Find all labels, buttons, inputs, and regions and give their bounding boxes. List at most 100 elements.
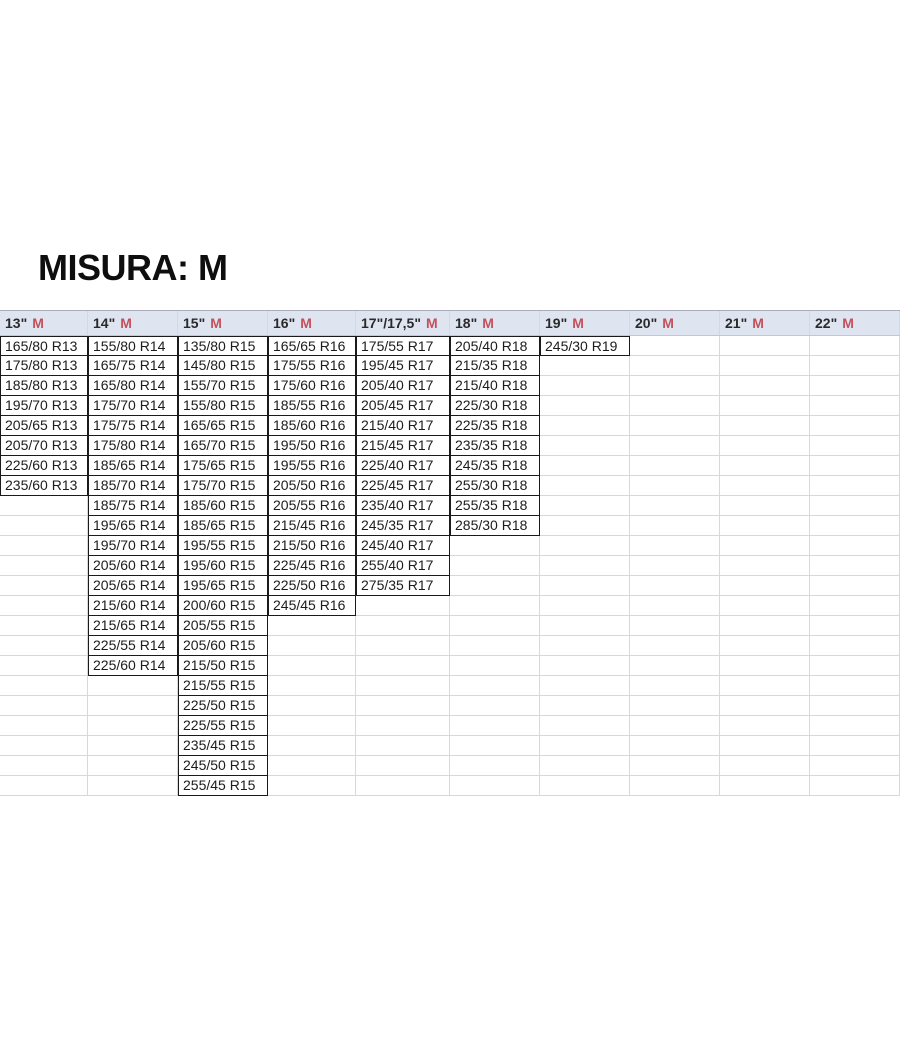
tire-size-table: 13" M 14" M 15" M 16" M 17"/17,5" M 18" M 19" M 20" M 21… — [0, 310, 900, 796]
empty-cell — [540, 616, 630, 636]
tire-size-cell: 225/55 R15 — [178, 716, 268, 736]
empty-cell — [450, 716, 540, 736]
empty-cell — [630, 556, 720, 576]
empty-cell — [810, 616, 900, 636]
tire-size-cell: 185/65 R15 — [178, 516, 268, 536]
tire-size-cell: 215/50 R16 — [268, 536, 356, 556]
tire-size-cell: 205/65 R13 — [0, 416, 88, 436]
tire-size-cell: 175/70 R14 — [88, 396, 178, 416]
empty-cell — [810, 636, 900, 656]
tire-size-cell: 165/80 R13 — [0, 336, 88, 356]
empty-cell — [720, 676, 810, 696]
empty-cell — [720, 496, 810, 516]
tire-size-cell: 205/55 R16 — [268, 496, 356, 516]
empty-cell — [630, 536, 720, 556]
tire-size-cell: 145/80 R15 — [178, 356, 268, 376]
empty-cell — [356, 676, 450, 696]
tire-size-cell: 225/40 R17 — [356, 456, 450, 476]
empty-cell — [356, 636, 450, 656]
tire-size-cell: 155/70 R15 — [178, 376, 268, 396]
empty-cell — [720, 656, 810, 676]
tire-size-cell: 185/60 R15 — [178, 496, 268, 516]
tire-size-cell: 175/55 R16 — [268, 356, 356, 376]
empty-cell — [630, 716, 720, 736]
header-size-label: 19" — [545, 315, 568, 331]
header-size-label: 18" — [455, 315, 478, 331]
column-header: 19" M — [540, 311, 630, 335]
empty-cell — [720, 536, 810, 556]
empty-cell — [810, 396, 900, 416]
empty-cell — [356, 776, 450, 796]
tire-size-cell: 215/35 R18 — [450, 356, 540, 376]
table-column: 165/65 R16 175/55 R16 175/60 R16 185/55 R16… — [268, 336, 356, 796]
empty-cell — [540, 756, 630, 776]
column-header: 21" M — [720, 311, 810, 335]
empty-cell — [630, 336, 720, 356]
empty-cell — [810, 736, 900, 756]
empty-cell — [810, 456, 900, 476]
empty-cell — [720, 416, 810, 436]
empty-cell — [450, 756, 540, 776]
tire-size-cell: 175/75 R14 — [88, 416, 178, 436]
header-marker-label: M — [482, 315, 494, 331]
empty-cell — [720, 736, 810, 756]
header-size-label: 20" — [635, 315, 658, 331]
empty-cell — [810, 436, 900, 456]
empty-cell — [540, 456, 630, 476]
empty-cell — [630, 676, 720, 696]
tire-size-cell: 215/55 R15 — [178, 676, 268, 696]
empty-cell — [0, 616, 88, 636]
empty-cell — [720, 396, 810, 416]
tire-size-cell: 155/80 R15 — [178, 396, 268, 416]
tire-size-cell: 225/55 R14 — [88, 636, 178, 656]
empty-cell — [450, 776, 540, 796]
tire-size-cell: 235/60 R13 — [0, 476, 88, 496]
tire-size-cell: 225/35 R18 — [450, 416, 540, 436]
empty-cell — [720, 456, 810, 476]
empty-cell — [88, 716, 178, 736]
table-column: 175/55 R17 195/45 R17 205/40 R17 205/45 R17… — [356, 336, 450, 796]
tire-size-cell: 200/60 R15 — [178, 596, 268, 616]
empty-cell — [810, 656, 900, 676]
empty-cell — [540, 716, 630, 736]
tire-size-cell: 245/30 R19 — [540, 336, 630, 356]
empty-cell — [540, 496, 630, 516]
header-marker-label: M — [572, 315, 584, 331]
tire-size-cell: 135/80 R15 — [178, 336, 268, 356]
column-header: 22" M — [810, 311, 900, 335]
empty-cell — [356, 596, 450, 616]
empty-cell — [720, 436, 810, 456]
header-marker-label: M — [300, 315, 312, 331]
empty-cell — [450, 576, 540, 596]
tire-size-cell: 195/45 R17 — [356, 356, 450, 376]
tire-size-cell: 165/75 R14 — [88, 356, 178, 376]
tire-size-cell: 195/65 R14 — [88, 516, 178, 536]
header-marker-label: M — [752, 315, 764, 331]
empty-cell — [540, 416, 630, 436]
tire-size-cell: 285/30 R18 — [450, 516, 540, 536]
empty-cell — [630, 696, 720, 716]
empty-cell — [630, 416, 720, 436]
empty-cell — [540, 676, 630, 696]
header-size-label: 14" — [93, 315, 116, 331]
empty-cell — [268, 776, 356, 796]
empty-cell — [810, 536, 900, 556]
empty-cell — [540, 636, 630, 656]
tire-size-cell: 205/70 R13 — [0, 436, 88, 456]
tire-size-cell: 225/45 R16 — [268, 556, 356, 576]
header-marker-label: M — [210, 315, 222, 331]
tire-size-cell: 195/70 R14 — [88, 536, 178, 556]
empty-cell — [88, 756, 178, 776]
empty-cell — [0, 636, 88, 656]
tire-size-cell: 255/35 R18 — [450, 496, 540, 516]
empty-cell — [630, 736, 720, 756]
tire-size-cell: 225/30 R18 — [450, 396, 540, 416]
empty-cell — [540, 476, 630, 496]
tire-size-cell: 215/45 R16 — [268, 516, 356, 536]
empty-cell — [450, 556, 540, 576]
empty-cell — [720, 596, 810, 616]
empty-cell — [720, 636, 810, 656]
tire-size-cell: 185/80 R13 — [0, 376, 88, 396]
tire-size-cell: 215/40 R17 — [356, 416, 450, 436]
tire-size-cell: 195/65 R15 — [178, 576, 268, 596]
